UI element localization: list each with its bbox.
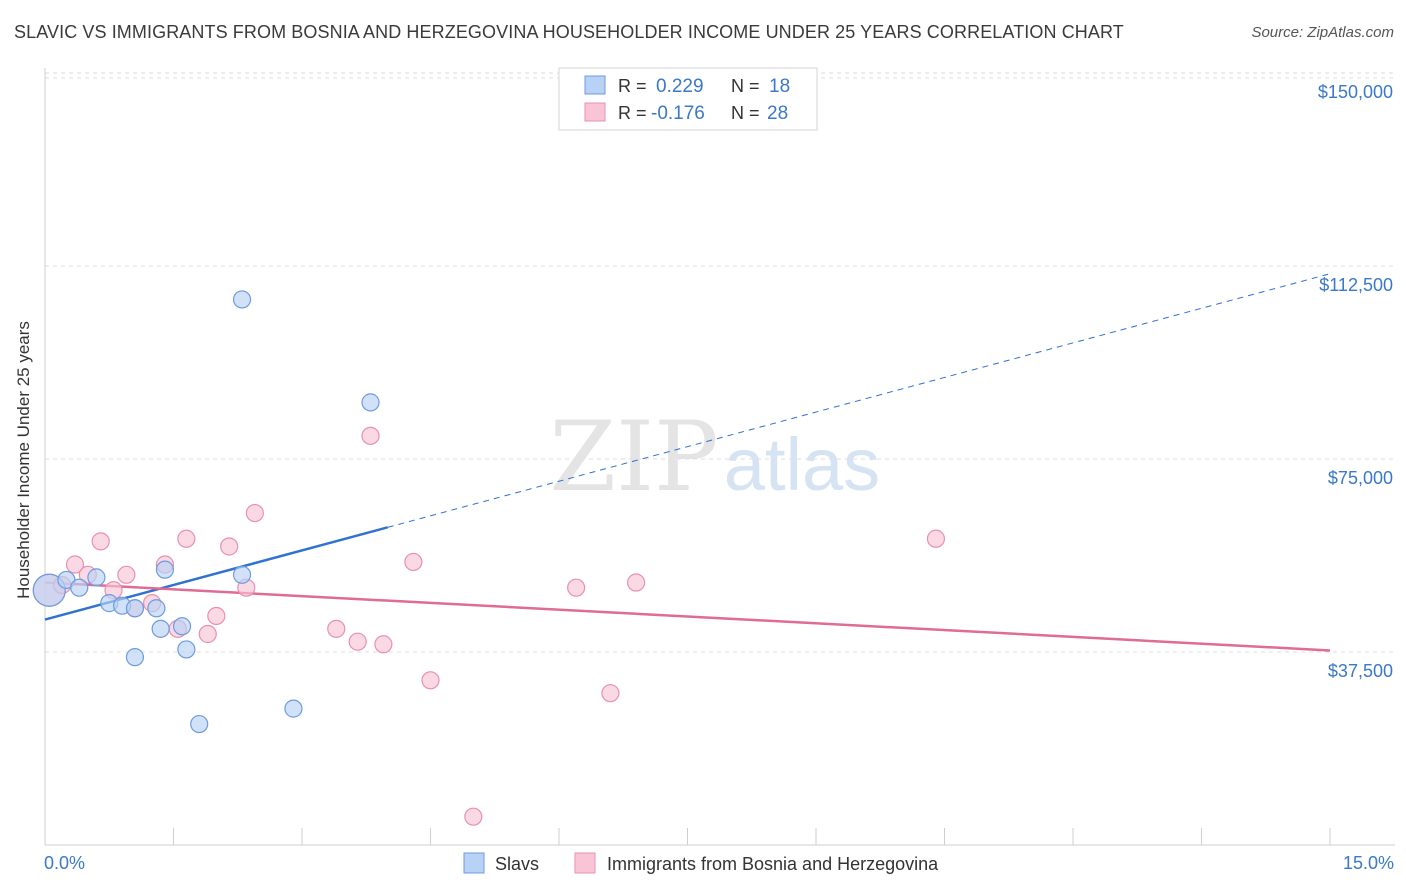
watermark-zip: ZIP [549, 401, 718, 513]
data-point-bosnia [327, 619, 346, 638]
legend-n-value: 28 [767, 103, 788, 124]
x-tick-labels: 0.0% 15.0% [44, 853, 1394, 873]
watermark-atlas: atlas [724, 423, 880, 506]
data-point-bosnia [421, 671, 440, 690]
data-point-bosnia [626, 573, 646, 592]
data-point-bosnia [207, 606, 226, 626]
data-points [32, 290, 946, 826]
data-point-slavs [125, 648, 145, 667]
y-tick-labels: $37,500 $75,000 $112,500 $150,000 [1318, 82, 1393, 681]
data-point-slavs [361, 393, 380, 412]
data-point-bosnia [404, 552, 423, 572]
legend-n-value: 18 [769, 76, 790, 97]
axes [44, 68, 1395, 846]
data-point-slavs [155, 560, 175, 579]
data-point-slavs [151, 619, 170, 638]
y-axis-title: Householder Income Under 25 years [14, 321, 33, 599]
y-tick-label: $112,500 [1319, 275, 1393, 295]
legend-r-label: R = [618, 76, 647, 96]
legend-label-bosnia: Immigrants from Bosnia and Herzegovina [607, 854, 939, 874]
y-tick-label: $150,000 [1318, 82, 1393, 102]
legend-r-value: -0.176 [651, 103, 705, 124]
y-tick-label: $75,000 [1328, 468, 1393, 488]
data-point-slavs [172, 617, 192, 636]
data-point-bosnia [65, 555, 85, 574]
data-point-slavs [232, 290, 252, 309]
trend-line-dashed [387, 273, 1331, 528]
data-point-bosnia [374, 635, 393, 654]
y-tick-label: $37,500 [1328, 661, 1393, 681]
data-point-bosnia [91, 532, 110, 551]
legend-r-value: 0.229 [656, 76, 704, 97]
data-point-slavs [232, 565, 252, 584]
watermark: ZIP atlas [549, 401, 880, 513]
x-tick-label: 15.0% [1343, 853, 1394, 873]
legend-swatch-slavs [584, 75, 606, 95]
data-point-bosnia [198, 624, 217, 644]
data-point-slavs [70, 578, 89, 597]
x-tick-label: 0.0% [44, 853, 85, 873]
legend-label-slavs: Slavs [495, 854, 539, 874]
data-point-bosnia [177, 529, 196, 548]
legend-swatch-bosnia [574, 852, 596, 874]
data-point-slavs [177, 640, 196, 659]
data-point-slavs [190, 714, 209, 734]
data-point-bosnia [567, 578, 586, 597]
data-point-slavs [147, 599, 166, 618]
data-point-slavs [284, 699, 303, 718]
data-point-bosnia [220, 537, 239, 556]
legend-r-label: R = [618, 103, 647, 123]
legend-top: R = 0.229 N = 18 R = -0.176 N = 28 [558, 67, 818, 131]
data-point-slavs [125, 599, 145, 618]
legend-n-label: N = [731, 76, 760, 96]
data-point-bosnia [926, 529, 946, 548]
data-point-bosnia [348, 632, 367, 651]
data-point-bosnia [361, 426, 380, 445]
data-point-bosnia [117, 565, 136, 584]
data-point-bosnia [464, 807, 483, 826]
source-credit: Source: ZipAtlas.com [1251, 24, 1394, 41]
data-point-bosnia [245, 503, 264, 523]
chart-title: SLAVIC VS IMMIGRANTS FROM BOSNIA AND HER… [14, 22, 1124, 42]
legend-n-label: N = [731, 103, 760, 123]
legend-swatch-slavs [463, 852, 485, 874]
legend-swatch-bosnia [584, 102, 606, 122]
trend-line-solid [44, 581, 1331, 652]
legend-bottom: Slavs Immigrants from Bosnia and Herzego… [463, 852, 939, 874]
data-point-slavs [87, 568, 106, 587]
data-point-slavs [32, 573, 66, 607]
data-point-bosnia [601, 684, 620, 703]
